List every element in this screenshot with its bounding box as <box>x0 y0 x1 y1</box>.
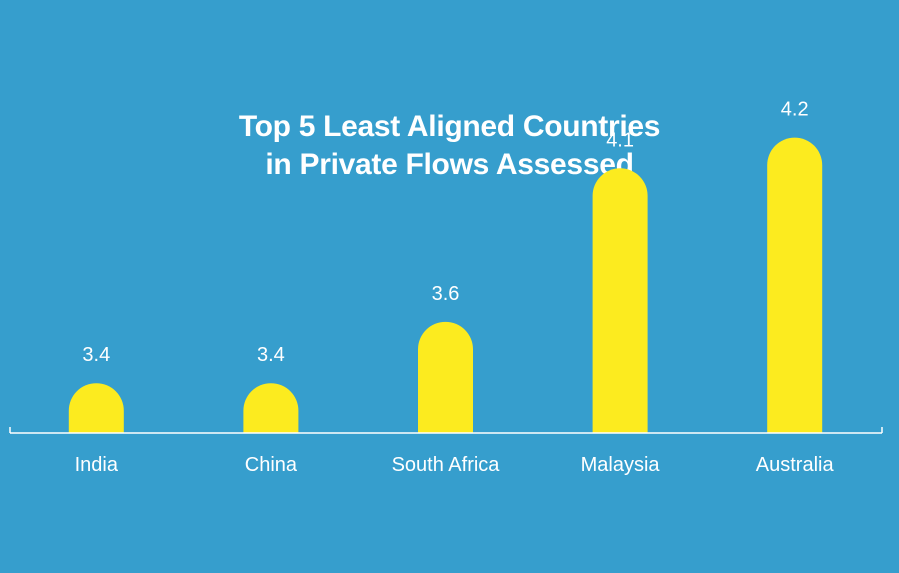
x-tick-label: Malaysia <box>581 454 661 476</box>
value-label: 3.4 <box>257 344 285 366</box>
chart-title-line-1: Top 5 Least Aligned Countries <box>238 110 661 143</box>
bar-india <box>68 383 124 433</box>
x-tick-label: China <box>245 454 298 476</box>
value-label: 4.2 <box>781 99 809 121</box>
value-label: 3.4 <box>82 344 110 366</box>
bar-south-africa <box>418 321 473 433</box>
bar-china <box>243 383 299 433</box>
x-tick-label: India <box>75 454 119 476</box>
value-label: 3.6 <box>432 283 460 305</box>
chart-title: Top 5 Least Aligned Countries in Private… <box>0 108 899 184</box>
x-tick-label: South Africa <box>392 454 501 476</box>
bar-australia <box>767 137 823 433</box>
x-tick-label: Australia <box>756 454 835 476</box>
chart-title-line-2: in Private Flows Assessed <box>265 148 634 181</box>
bar-malaysia <box>592 168 648 434</box>
value-label: 4.1 <box>606 129 634 151</box>
